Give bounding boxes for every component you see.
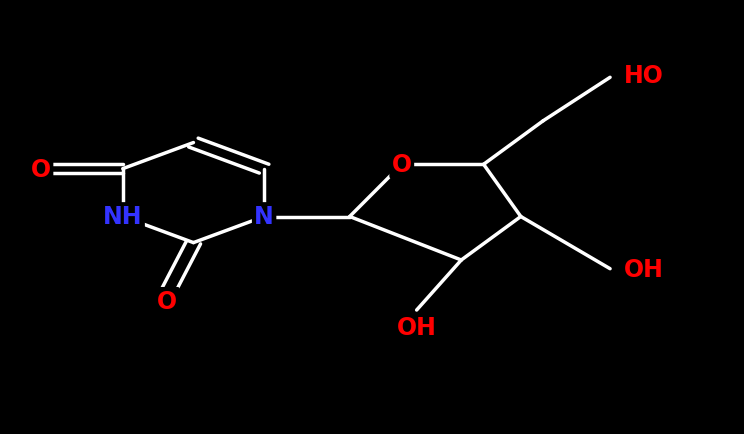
- Text: OH: OH: [397, 316, 437, 340]
- Text: O: O: [157, 289, 178, 314]
- Text: N: N: [254, 205, 274, 229]
- Text: HO: HO: [623, 64, 664, 88]
- Text: O: O: [31, 157, 51, 181]
- Text: OH: OH: [623, 257, 664, 281]
- Text: O: O: [391, 153, 412, 177]
- Text: NH: NH: [103, 205, 143, 229]
